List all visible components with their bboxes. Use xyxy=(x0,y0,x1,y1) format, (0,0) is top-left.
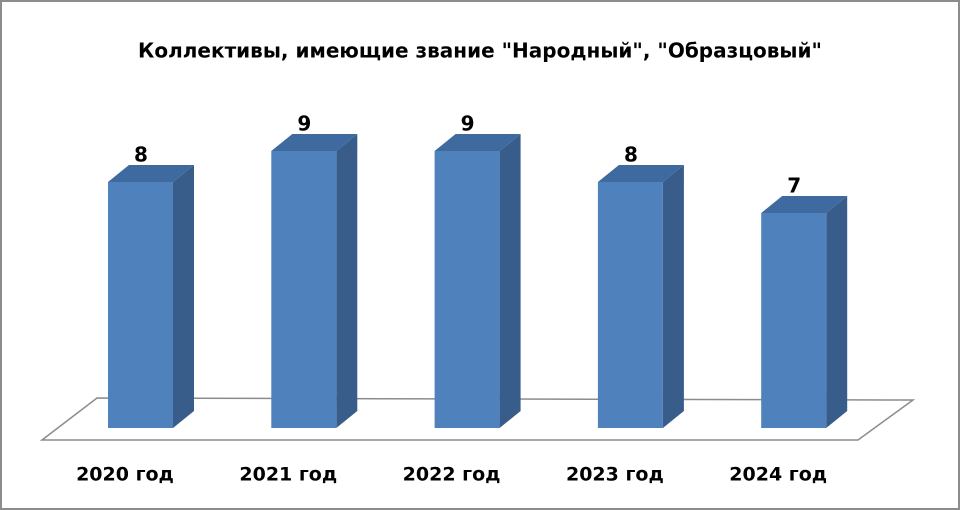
x-tick-label: 2024 год xyxy=(729,464,827,486)
floor xyxy=(39,397,916,441)
x-tick-label: 2022 год xyxy=(403,464,501,486)
chart-title: Коллективы, имеющие звание "Народный", "… xyxy=(138,39,822,63)
value-label: 8 xyxy=(624,143,638,167)
value-label: 9 xyxy=(461,112,475,136)
bar xyxy=(761,196,848,428)
bar-side xyxy=(336,134,358,428)
value-label: 9 xyxy=(297,112,311,136)
bar-top xyxy=(761,196,848,213)
bar-top xyxy=(271,134,358,151)
x-tick-label: 2020 год xyxy=(76,464,174,486)
bar-top xyxy=(108,165,194,182)
bar-front xyxy=(434,151,500,428)
bar xyxy=(434,134,521,428)
bar-front xyxy=(761,213,827,428)
bar xyxy=(271,134,358,428)
bar-front xyxy=(108,182,173,428)
bar xyxy=(597,165,684,428)
bar-side xyxy=(662,165,684,428)
bar-side xyxy=(826,196,848,428)
bar-top xyxy=(434,134,521,151)
bar-side xyxy=(499,134,521,428)
bar-front xyxy=(271,151,337,428)
x-tick-label: 2023 год xyxy=(566,464,664,486)
bar-side xyxy=(173,165,194,428)
bar-top xyxy=(597,165,684,182)
value-label: 8 xyxy=(134,143,148,167)
bar-front xyxy=(597,182,663,428)
x-tick-label: 2021 год xyxy=(239,464,337,486)
value-label: 7 xyxy=(787,174,801,198)
bar xyxy=(108,165,194,428)
